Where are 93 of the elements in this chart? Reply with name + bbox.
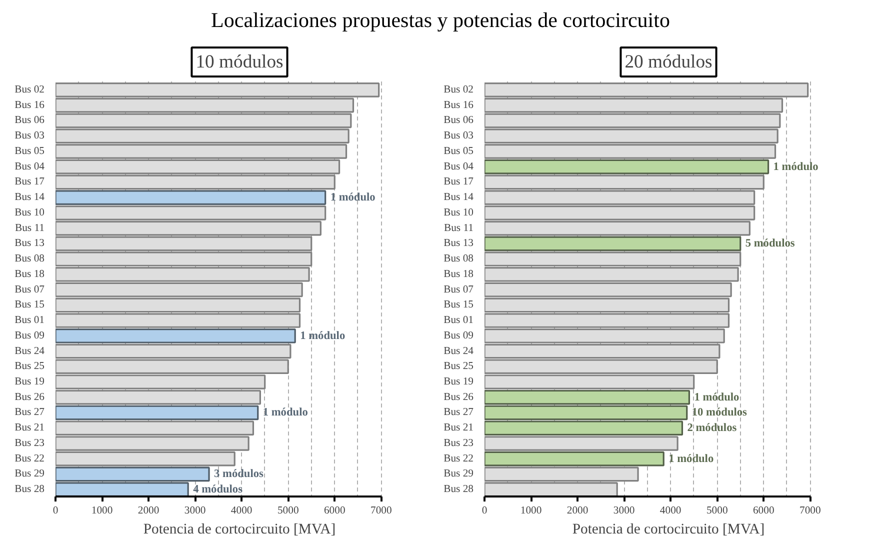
y-tick-label: Bus 06 bbox=[444, 115, 474, 126]
chart-subtitle: 10 módulos bbox=[196, 52, 284, 72]
y-tick-label: Bus 04 bbox=[14, 161, 46, 172]
y-tick-label: Bus 03 bbox=[14, 130, 45, 142]
y-tick-label: Bus 08 bbox=[14, 254, 45, 265]
annotation: 1 módulo bbox=[694, 391, 740, 404]
y-tick-label: Bus 25 bbox=[14, 361, 45, 372]
y-tick-label: Bus 22 bbox=[444, 453, 474, 464]
y-tick-label: Bus 18 bbox=[444, 268, 474, 280]
x-tick-label: 7000 bbox=[370, 506, 392, 516]
bar bbox=[56, 328, 296, 344]
y-tick-label: Bus 05 bbox=[14, 146, 45, 157]
y-tick-label: Bus 15 bbox=[444, 300, 474, 311]
y-tick-label: Bus 28 bbox=[14, 484, 45, 496]
y-tick-label: Bus 18 bbox=[14, 268, 45, 280]
y-tick-label: Bus 07 bbox=[14, 284, 46, 296]
y-tick-label: Bus 14 bbox=[14, 192, 46, 204]
y-tick-label: Bus 10 bbox=[14, 207, 45, 218]
y-tick-label: Bus 29 bbox=[444, 468, 474, 480]
y-tick-label: Bus 24 bbox=[444, 346, 474, 357]
y-tick-label: Bus 17 bbox=[14, 176, 46, 188]
annotation: 3 módulos bbox=[214, 468, 264, 480]
x-tick-label: 5000 bbox=[277, 506, 299, 516]
y-tick-label: Bus 19 bbox=[444, 376, 474, 388]
x-tick-label: 1000 bbox=[91, 506, 113, 516]
y-tick-label: Bus 29 bbox=[14, 468, 45, 480]
x-tick-label: 6000 bbox=[324, 506, 346, 516]
annotation: 10 módulos bbox=[692, 406, 748, 419]
bar bbox=[484, 159, 770, 174]
annotation: 1 módulo bbox=[262, 406, 308, 419]
bar bbox=[484, 436, 678, 451]
y-tick-label: Bus 17 bbox=[444, 176, 474, 188]
annotation: 1 módulo bbox=[773, 160, 819, 173]
y-tick-label: Bus 13 bbox=[444, 238, 474, 250]
y-tick-label: Bus 14 bbox=[444, 192, 474, 204]
y-tick-label: Bus 11 bbox=[14, 222, 45, 234]
y-tick-label: Bus 21 bbox=[444, 422, 474, 434]
y-tick-label: Bus 24 bbox=[14, 346, 46, 357]
bar bbox=[56, 405, 259, 420]
x-tick-label: 1000 bbox=[520, 506, 542, 516]
x-tick-label: 4000 bbox=[660, 506, 682, 516]
annotation: 1 módulo bbox=[668, 452, 714, 465]
y-tick-label: Bus 01 bbox=[444, 315, 474, 326]
y-tick-label: Bus 06 bbox=[14, 115, 46, 126]
annotation: 1 módulo bbox=[300, 330, 346, 342]
x-axis-title: Potencia de cortocircuito [MVA] bbox=[143, 522, 336, 538]
y-tick-label: Bus 03 bbox=[444, 130, 474, 142]
x-tick-label: 3000 bbox=[613, 506, 635, 516]
bar bbox=[484, 451, 664, 466]
y-tick-label: Bus 21 bbox=[14, 422, 45, 434]
y-tick-label: Bus 02 bbox=[444, 84, 474, 96]
y-tick-label: Bus 22 bbox=[14, 453, 45, 464]
y-tick-label: Bus 23 bbox=[444, 438, 474, 449]
chart-subtitle: 20 módulos bbox=[624, 52, 712, 72]
y-tick-label: Bus 19 bbox=[14, 376, 45, 388]
y-tick-label: Bus 04 bbox=[444, 161, 474, 172]
y-tick-label: Bus 15 bbox=[14, 300, 45, 311]
y-tick-label: Bus 28 bbox=[444, 484, 474, 496]
x-tick-label: 2000 bbox=[566, 506, 588, 516]
y-tick-label: Bus 23 bbox=[14, 438, 45, 449]
y-tick-label: Bus 16 bbox=[14, 100, 46, 111]
y-tick-label: Bus 10 bbox=[444, 207, 474, 218]
y-tick-label: Bus 13 bbox=[14, 238, 45, 250]
y-tick-label: Bus 05 bbox=[444, 146, 474, 157]
x-tick-label: 5000 bbox=[706, 506, 728, 516]
x-tick-label: 4000 bbox=[230, 506, 252, 516]
y-tick-label: Bus 08 bbox=[444, 254, 474, 265]
x-tick-label: 2000 bbox=[138, 506, 160, 516]
x-tick-label: 3000 bbox=[184, 506, 206, 516]
y-tick-label: Bus 27 bbox=[444, 407, 474, 418]
y-tick-label: Bus 11 bbox=[444, 222, 474, 234]
y-tick-label: Bus 26 bbox=[444, 392, 474, 403]
x-tick-label: 7000 bbox=[800, 506, 821, 516]
annotation: 2 módulos bbox=[687, 422, 738, 434]
text: Localizaciones propuestas y potencias de cortocircuito bbox=[211, 7, 670, 34]
y-tick-label: Bus 16 bbox=[444, 100, 474, 111]
x-tick-label: 0 bbox=[52, 506, 58, 516]
y-tick-label: Bus 26 bbox=[14, 392, 46, 403]
y-tick-label: Bus 25 bbox=[444, 361, 474, 372]
y-tick-label: Bus 09 bbox=[14, 330, 45, 342]
y-tick-label: Bus 07 bbox=[444, 284, 474, 296]
x-axis-title: Potencia de cortocircuito [MVA] bbox=[572, 522, 765, 538]
bar bbox=[484, 236, 742, 252]
y-tick-label: Bus 01 bbox=[14, 315, 45, 326]
annotation: 1 módulo bbox=[330, 192, 376, 204]
annotation: 4 módulos bbox=[193, 484, 244, 496]
y-tick-label: Bus 02 bbox=[14, 84, 45, 96]
bar bbox=[56, 190, 326, 205]
x-tick-label: 0 bbox=[482, 506, 488, 516]
y-tick-label: Bus 09 bbox=[444, 330, 474, 342]
y-tick-label: Bus 27 bbox=[14, 407, 46, 418]
x-tick-label: 6000 bbox=[752, 506, 774, 516]
annotation: 5 módulos bbox=[745, 238, 796, 250]
